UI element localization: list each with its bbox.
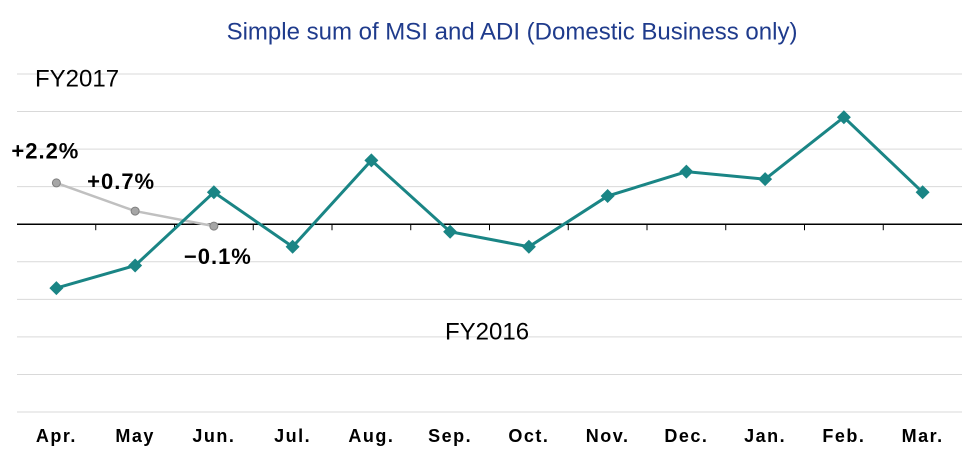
x-tick-label: Oct. (508, 426, 549, 446)
x-tick-label: Apr. (36, 426, 77, 446)
x-tick-label: Mar. (902, 426, 944, 446)
data-point (758, 172, 773, 187)
x-tick-label: Jan. (744, 426, 786, 446)
data-point (285, 239, 300, 254)
x-tick-label: Jun. (192, 426, 235, 446)
data-label: +2.2% (11, 139, 79, 164)
x-tick-label: Nov. (586, 426, 630, 446)
data-point (130, 206, 140, 216)
data-point (364, 153, 379, 168)
x-tick-label: Dec. (664, 426, 708, 446)
data-point (443, 224, 458, 239)
data-point (679, 164, 694, 179)
series-line (55, 115, 924, 290)
chart-title: Simple sum of MSI and ADI (Domestic Busi… (227, 18, 798, 45)
data-point (836, 110, 851, 125)
x-tick-label: Jul. (274, 426, 311, 446)
data-point (915, 185, 930, 200)
x-tick-label: Aug. (348, 426, 394, 446)
data-label: +0.7% (87, 169, 155, 194)
series-name: FY2016 (445, 318, 529, 345)
data-point (206, 185, 221, 200)
x-tick-label: Sep. (428, 426, 472, 446)
data-point (51, 178, 61, 188)
data-label: −0.1% (184, 244, 252, 269)
data-point (521, 239, 536, 254)
data-point (209, 221, 219, 231)
data-point (600, 189, 615, 204)
x-tick-label: May (115, 426, 155, 446)
data-point (49, 281, 64, 296)
series-name: FY2017 (35, 65, 119, 92)
x-tick-label: Feb. (822, 426, 865, 446)
data-point (128, 258, 143, 273)
